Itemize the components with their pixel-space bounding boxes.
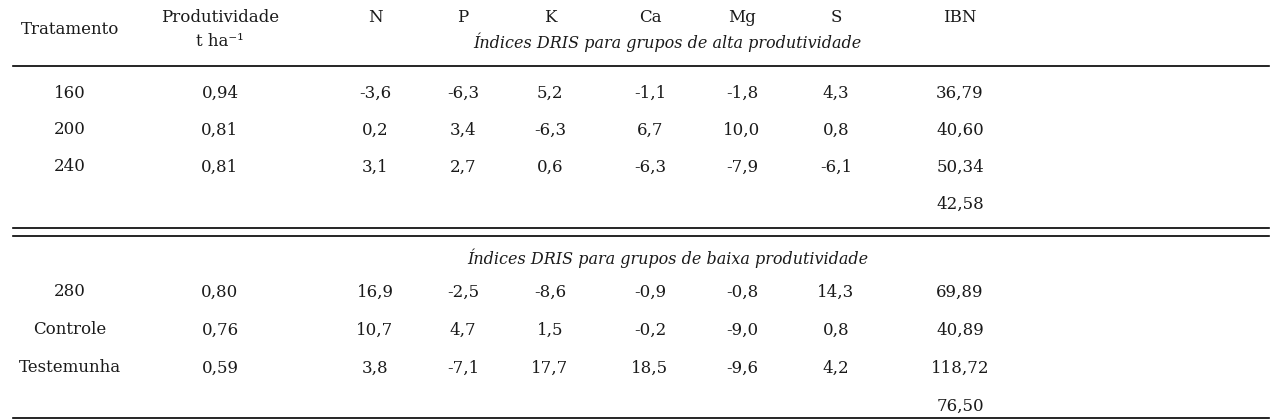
Text: -9,0: -9,0	[726, 321, 758, 339]
Text: 6,7: 6,7	[637, 121, 663, 139]
Text: Mg: Mg	[728, 10, 756, 26]
Text: Tratamento: Tratamento	[21, 21, 119, 39]
Text: -8,6: -8,6	[533, 284, 567, 300]
Text: -6,3: -6,3	[447, 84, 479, 102]
Text: 18,5: 18,5	[632, 360, 668, 376]
Text: 50,34: 50,34	[936, 158, 983, 176]
Text: 0,81: 0,81	[201, 158, 238, 176]
Text: 118,72: 118,72	[931, 360, 990, 376]
Text: 0,6: 0,6	[537, 158, 563, 176]
Text: 17,7: 17,7	[531, 360, 569, 376]
Text: Controle: Controle	[33, 321, 106, 339]
Text: -2,5: -2,5	[447, 284, 479, 300]
Text: 5,2: 5,2	[537, 84, 563, 102]
Text: 0,80: 0,80	[201, 284, 238, 300]
Text: 10,0: 10,0	[723, 121, 760, 139]
Text: 0,59: 0,59	[201, 360, 238, 376]
Text: -3,6: -3,6	[359, 84, 391, 102]
Text: 4,7: 4,7	[450, 321, 477, 339]
Text: 2,7: 2,7	[450, 158, 477, 176]
Text: -6,1: -6,1	[820, 158, 853, 176]
Text: 0,76: 0,76	[201, 321, 238, 339]
Text: -1,8: -1,8	[726, 84, 758, 102]
Text: N: N	[368, 10, 382, 26]
Text: 14,3: 14,3	[818, 284, 855, 300]
Text: S: S	[831, 10, 842, 26]
Text: -1,1: -1,1	[633, 84, 667, 102]
Text: 40,60: 40,60	[936, 121, 983, 139]
Text: 280: 280	[54, 284, 86, 300]
Text: 0,94: 0,94	[201, 84, 238, 102]
Text: 76,50: 76,50	[936, 397, 983, 415]
Text: -0,8: -0,8	[726, 284, 758, 300]
Text: -7,9: -7,9	[726, 158, 758, 176]
Text: 160: 160	[54, 84, 86, 102]
Text: 4,3: 4,3	[823, 84, 849, 102]
Text: -7,1: -7,1	[447, 360, 479, 376]
Text: 3,1: 3,1	[362, 158, 388, 176]
Text: 69,89: 69,89	[936, 284, 983, 300]
Text: 1,5: 1,5	[537, 321, 563, 339]
Text: Índices DRIS para grupos de baixa produtividade: Índices DRIS para grupos de baixa produt…	[467, 248, 868, 268]
Text: -9,6: -9,6	[726, 360, 758, 376]
Text: 36,79: 36,79	[936, 84, 983, 102]
Text: 3,4: 3,4	[450, 121, 477, 139]
Text: 0,2: 0,2	[362, 121, 388, 139]
Text: -6,3: -6,3	[633, 158, 667, 176]
Text: 0,8: 0,8	[823, 121, 849, 139]
Text: 42,58: 42,58	[936, 195, 983, 213]
Text: 4,2: 4,2	[823, 360, 849, 376]
Text: 40,89: 40,89	[936, 321, 983, 339]
Text: Testemunha: Testemunha	[19, 360, 121, 376]
Text: Índices DRIS para grupos de alta produtividade: Índices DRIS para grupos de alta produti…	[473, 32, 862, 52]
Text: 200: 200	[54, 121, 86, 139]
Text: 3,8: 3,8	[362, 360, 388, 376]
Text: 0,81: 0,81	[201, 121, 238, 139]
Text: 10,7: 10,7	[356, 321, 394, 339]
Text: Ca: Ca	[638, 10, 662, 26]
Text: 16,9: 16,9	[356, 284, 394, 300]
Text: P: P	[458, 10, 469, 26]
Text: 240: 240	[54, 158, 86, 176]
Text: Produtividade: Produtividade	[162, 10, 279, 26]
Text: 0,8: 0,8	[823, 321, 849, 339]
Text: -6,3: -6,3	[533, 121, 567, 139]
Text: t ha⁻¹: t ha⁻¹	[196, 34, 244, 50]
Text: IBN: IBN	[944, 10, 977, 26]
Text: -0,9: -0,9	[633, 284, 667, 300]
Text: K: K	[544, 10, 556, 26]
Text: -0,2: -0,2	[633, 321, 667, 339]
